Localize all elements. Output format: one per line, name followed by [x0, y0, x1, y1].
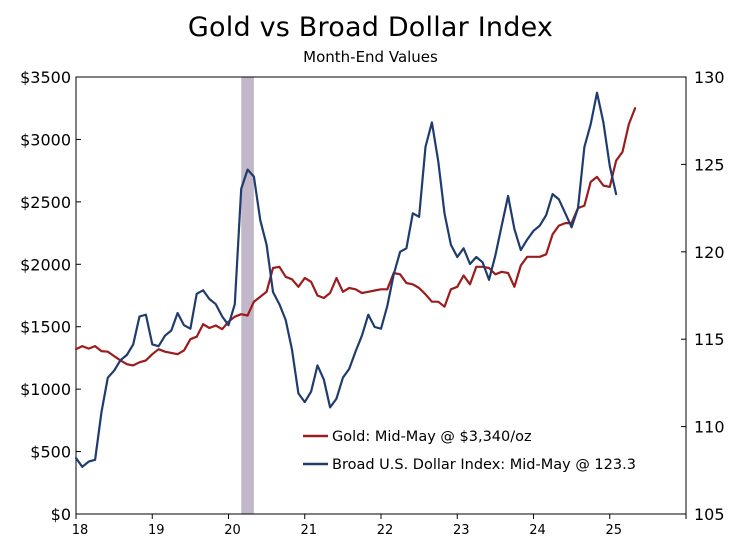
x-tick-label: 23 [453, 523, 470, 538]
series-line-gold [74, 107, 637, 367]
x-tick-label: 25 [605, 523, 622, 538]
left-y-tick-label: $500 [30, 443, 71, 462]
right-y-tick-label: 120 [694, 243, 725, 262]
left-y-tick-label: $1500 [20, 318, 71, 337]
series-line-dollar-index [74, 91, 618, 468]
x-tick-label: 21 [300, 523, 317, 538]
chart-title: Gold vs Broad Dollar Index [187, 12, 554, 43]
right-y-tick-label: 130 [694, 68, 725, 87]
right-y-tick-label: 105 [694, 505, 725, 524]
chart-subtitle: Month-End Values [303, 48, 438, 66]
x-tick-label: 19 [148, 523, 165, 538]
left-y-tick-label: $1000 [20, 380, 71, 399]
right-y-tick-label: 125 [694, 155, 725, 174]
plot-frame [75, 76, 687, 515]
right-y-tick-label: 110 [694, 418, 725, 437]
x-tick-label: 22 [377, 523, 394, 538]
left-y-tick-label: $3500 [20, 68, 71, 87]
recession-band [241, 77, 254, 514]
left-y-tick-label: $0 [51, 505, 71, 524]
legend-label: Gold: Mid-May @ $3,340/oz [332, 429, 532, 445]
x-tick-label: 20 [224, 523, 241, 538]
left-y-tick-label: $2500 [20, 193, 71, 212]
right-y-tick-label: 115 [694, 330, 725, 349]
x-tick-label: 18 [72, 523, 89, 538]
left-y-tick-label: $2000 [20, 255, 71, 274]
left-y-tick-label: $3000 [20, 130, 71, 149]
legend: Gold: Mid-May @ $3,340/oz Broad U.S. Doll… [303, 429, 636, 473]
x-tick-label: 24 [529, 523, 546, 538]
legend-label: Broad U.S. Dollar Index: Mid-May @ 123.3 [332, 457, 636, 473]
